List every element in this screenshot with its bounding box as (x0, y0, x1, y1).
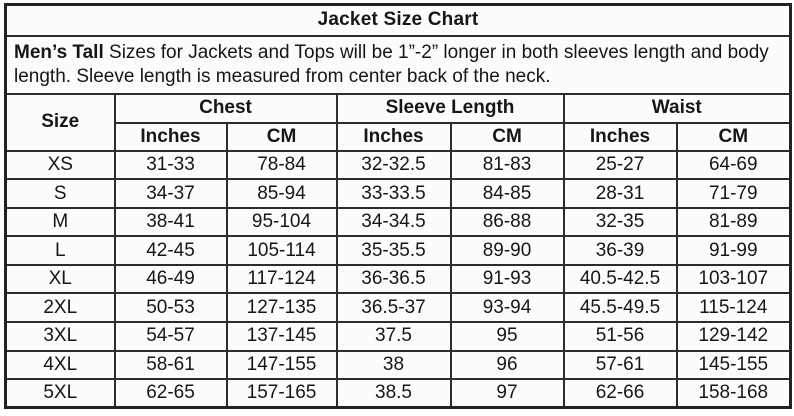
waist-inches-value: 25-27 (562, 149, 678, 181)
sleeve-inches-value: 36.5-37 (335, 292, 452, 324)
jacket-size-chart-table: Jacket Size Chart Men’s Tall Sizes for J… (4, 3, 793, 410)
waist-cm-value: 115-124 (675, 292, 792, 324)
waist-inches-value: 32-35 (562, 206, 678, 238)
title-row: Jacket Size Chart (4, 3, 792, 37)
col-group-sleeve-length: Sleeve Length (335, 92, 565, 124)
chest-inches-value: 50-53 (113, 292, 228, 324)
unit-header-chest-inches: Inches (113, 121, 228, 152)
chest-inches-value: 31-33 (113, 149, 228, 181)
unit-header-sleeve-cm: CM (449, 121, 565, 152)
waist-inches-value: 28-31 (562, 178, 678, 209)
waist-cm-value: 129-142 (675, 321, 792, 352)
sleeve-inches-value: 37.5 (335, 321, 452, 352)
chest-cm-value: 78-84 (225, 149, 338, 181)
unit-header-waist-cm: CM (675, 121, 792, 152)
waist-cm-value: 71-79 (675, 178, 792, 209)
sleeve-cm-value: 86-88 (449, 206, 565, 238)
sleeve-inches-value: 38.5 (335, 378, 452, 409)
size-label: M (4, 206, 116, 238)
waist-inches-value: 40.5-42.5 (562, 263, 678, 295)
note-bold-lead: Men’s Tall (14, 41, 104, 63)
waist-inches-value: 51-56 (562, 321, 678, 352)
sleeve-inches-value: 35-35.5 (335, 235, 452, 266)
chest-cm-value: 137-145 (225, 321, 338, 352)
chest-inches-value: 42-45 (113, 235, 228, 266)
size-row-3xl: 3XL 54-57 137-145 37.5 95 51-56 129-142 (4, 321, 792, 352)
sleeve-cm-value: 81-83 (449, 149, 565, 181)
size-label: XS (4, 149, 116, 181)
unit-header-chest-cm: CM (225, 121, 338, 152)
chest-inches-value: 54-57 (113, 321, 228, 352)
chest-cm-value: 105-114 (225, 235, 338, 266)
waist-inches-value: 62-66 (562, 378, 678, 409)
sleeve-cm-value: 96 (449, 349, 565, 381)
chest-inches-value: 34-37 (113, 178, 228, 209)
chest-inches-value: 62-65 (113, 378, 228, 409)
size-label: 5XL (4, 378, 116, 409)
col-group-waist: Waist (562, 92, 792, 124)
size-row-2xl: 2XL 50-53 127-135 36.5-37 93-94 45.5-49.… (4, 292, 792, 324)
size-row-s: S 34-37 85-94 33-33.5 84-85 28-31 71-79 (4, 178, 792, 209)
unit-header-row: Inches CM Inches CM Inches CM (6, 121, 792, 152)
size-row-xs: XS 31-33 78-84 32-32.5 81-83 25-27 64-69 (4, 149, 792, 181)
sleeve-inches-value: 33-33.5 (335, 178, 452, 209)
col-header-size: Size (4, 92, 116, 152)
size-row-xl: XL 46-49 117-124 36-36.5 91-93 40.5-42.5… (4, 263, 792, 295)
unit-header-sleeve-inches: Inches (335, 121, 452, 152)
sleeve-cm-value: 95 (449, 321, 565, 352)
chest-cm-value: 85-94 (225, 178, 338, 209)
waist-cm-value: 145-155 (675, 349, 792, 381)
note-row: Men’s Tall Sizes for Jackets and Tops wi… (4, 34, 792, 95)
col-group-chest: Chest (113, 92, 338, 124)
chest-cm-value: 117-124 (225, 263, 338, 295)
size-label: 2XL (4, 292, 116, 324)
size-row-l: L 42-45 105-114 35-35.5 89-90 36-39 91-9… (4, 235, 792, 266)
sleeve-inches-value: 38 (335, 349, 452, 381)
tall-size-note: Men’s Tall Sizes for Jackets and Tops wi… (4, 34, 792, 95)
waist-inches-value: 36-39 (562, 235, 678, 266)
chest-inches-value: 38-41 (113, 206, 228, 238)
group-header-row: Size Chest Sleeve Length Waist (4, 92, 792, 152)
waist-cm-value: 81-89 (675, 206, 792, 238)
sleeve-cm-value: 89-90 (449, 235, 565, 266)
chest-inches-value: 58-61 (113, 349, 228, 381)
waist-cm-value: 103-107 (675, 263, 792, 295)
chart-title: Jacket Size Chart (4, 3, 792, 37)
chest-cm-value: 95-104 (225, 206, 338, 238)
sleeve-cm-value: 91-93 (449, 263, 565, 295)
chest-cm-value: 127-135 (225, 292, 338, 324)
size-row-5xl: 5XL 62-65 157-165 38.5 97 62-66 158-168 (4, 378, 792, 409)
chest-inches-value: 46-49 (113, 263, 228, 295)
sleeve-cm-value: 97 (449, 378, 565, 409)
sleeve-cm-value: 93-94 (449, 292, 565, 324)
waist-inches-value: 45.5-49.5 (562, 292, 678, 324)
size-label: 4XL (4, 349, 116, 381)
size-row-4xl: 4XL 58-61 147-155 38 96 57-61 145-155 (4, 349, 792, 381)
note-body-text: Sizes for Jackets and Tops will be 1”-2”… (14, 41, 769, 87)
waist-inches-value: 57-61 (562, 349, 678, 381)
sleeve-cm-value: 84-85 (449, 178, 565, 209)
size-row-m: M 38-41 95-104 34-34.5 86-88 32-35 81-89 (4, 206, 792, 238)
waist-cm-value: 91-99 (675, 235, 792, 266)
size-label: S (4, 178, 116, 209)
size-label: 3XL (4, 321, 116, 352)
sleeve-inches-value: 34-34.5 (335, 206, 452, 238)
unit-header-waist-inches: Inches (562, 121, 678, 152)
waist-cm-value: 64-69 (675, 149, 792, 181)
sleeve-inches-value: 32-32.5 (335, 149, 452, 181)
sleeve-inches-value: 36-36.5 (335, 263, 452, 295)
waist-cm-value: 158-168 (675, 378, 792, 409)
chest-cm-value: 157-165 (225, 378, 338, 409)
size-label: XL (4, 263, 116, 295)
chest-cm-value: 147-155 (225, 349, 338, 381)
size-label: L (4, 235, 116, 266)
